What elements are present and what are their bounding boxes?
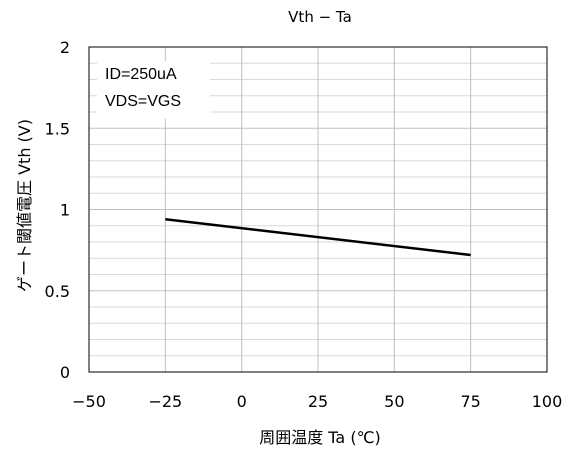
y-tick-labels: 0 0.5 1 1.5 2: [45, 38, 70, 382]
chart-title: Vth − Ta: [288, 8, 352, 26]
x-tick-label: 100: [532, 392, 563, 411]
x-tick-label: 75: [460, 392, 480, 411]
x-tick-label: −50: [72, 392, 106, 411]
grid: [88, 46, 548, 373]
y-tick-label: 1: [60, 201, 70, 220]
x-tick-label: 50: [384, 392, 404, 411]
x-tick-label: 0: [237, 392, 247, 411]
y-axis-label: ゲート閾値電圧 Vth (V): [15, 119, 34, 292]
series-layer: [165, 218, 471, 257]
y-tick-label: 1.5: [45, 119, 70, 138]
x-axis-label: 周囲温度 Ta (℃): [259, 428, 381, 447]
plot-frame: [88, 46, 548, 373]
x-tick-labels: −50 −25 0 25 50 75 100: [72, 392, 562, 411]
annotation-id: ID=250uA: [105, 66, 177, 83]
annotation-vds: VDS=VGS: [105, 93, 181, 110]
series-line: [165, 218, 471, 257]
x-tick-label: 25: [308, 392, 328, 411]
annotation-box: ID=250uA VDS=VGS: [97, 61, 210, 119]
y-tick-label: 2: [60, 38, 70, 57]
x-tick-label: −25: [148, 392, 182, 411]
y-tick-label: 0.5: [45, 282, 70, 301]
y-tick-label: 0: [60, 363, 70, 382]
